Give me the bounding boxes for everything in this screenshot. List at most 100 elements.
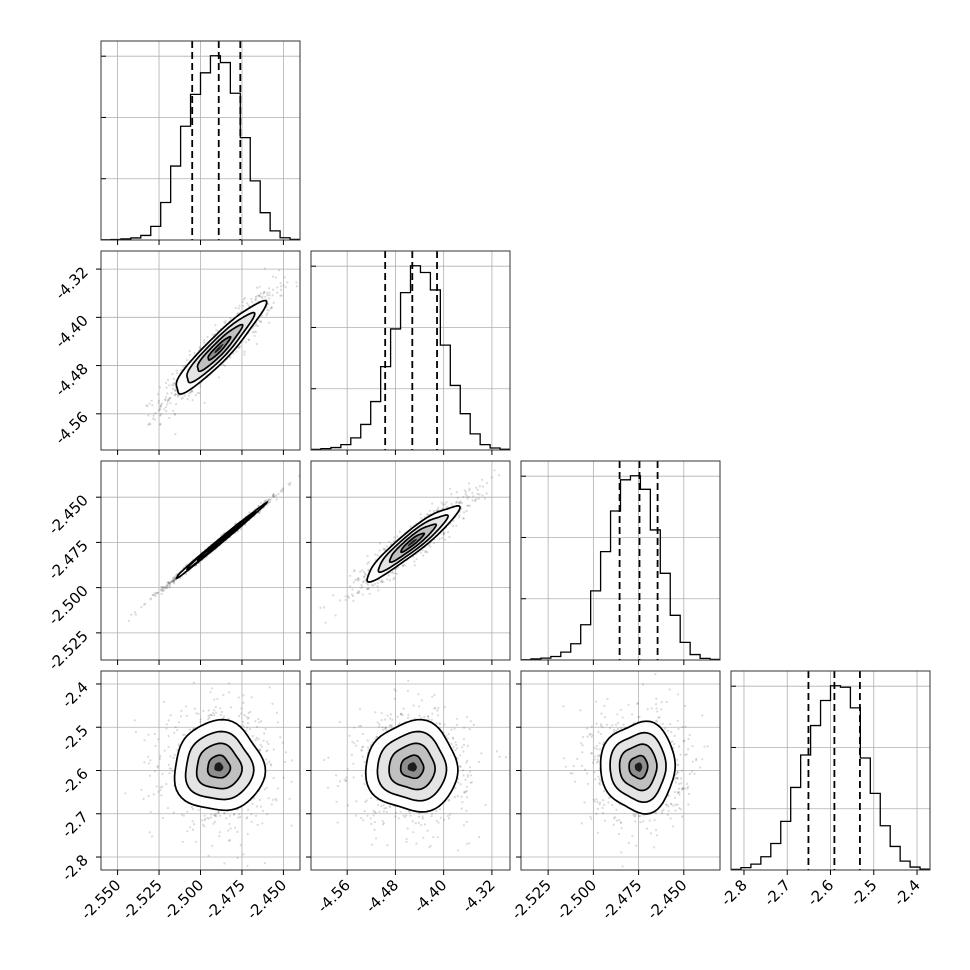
sample-point — [185, 563, 188, 566]
sample-point — [407, 713, 410, 716]
sample-point — [149, 759, 152, 762]
sample-point — [254, 298, 257, 301]
sample-point — [199, 346, 202, 350]
sample-point — [398, 722, 401, 725]
sample-point — [174, 389, 177, 392]
contour-line — [207, 335, 232, 361]
sample-point — [159, 413, 163, 416]
sample-point — [465, 789, 468, 793]
sample-point — [248, 728, 252, 731]
sample-point — [452, 737, 455, 740]
sample-point — [456, 795, 459, 798]
sample-point — [667, 794, 670, 797]
sample-point — [682, 787, 685, 790]
sample-point — [250, 696, 253, 699]
sample-point — [462, 495, 465, 498]
sample-point — [172, 579, 175, 582]
sample-point — [436, 836, 439, 839]
sample-point — [364, 800, 367, 804]
sample-point — [440, 501, 443, 504]
sample-point — [176, 395, 179, 398]
sample-point — [660, 701, 663, 704]
sample-point — [600, 712, 603, 715]
sample-point — [459, 500, 462, 503]
sample-point — [396, 715, 399, 718]
sample-point — [336, 784, 339, 788]
sample-point — [259, 749, 262, 752]
sample-point — [142, 603, 146, 606]
sample-point — [266, 499, 269, 502]
sample-point — [239, 844, 242, 847]
sample-point — [156, 591, 159, 595]
sample-point — [169, 581, 172, 584]
sample-point — [586, 735, 589, 738]
sample-point — [262, 739, 265, 742]
sample-point — [276, 286, 279, 289]
sample-point — [463, 511, 466, 514]
density-frame — [310, 460, 511, 661]
sample-point — [383, 547, 386, 550]
sample-point — [152, 417, 155, 420]
sample-point — [395, 811, 398, 814]
sample-point — [443, 706, 446, 709]
sample-point — [477, 760, 480, 764]
sample-point — [154, 770, 157, 773]
sample-point — [385, 810, 388, 814]
sample-point — [686, 785, 690, 789]
sample-point — [657, 716, 660, 719]
sample-point — [206, 816, 209, 820]
sample-point — [612, 731, 616, 734]
sample-point — [597, 760, 600, 763]
sample-point — [190, 390, 193, 393]
sample-point — [199, 720, 202, 723]
sample-point — [462, 743, 466, 747]
sample-point — [684, 725, 687, 728]
sample-point — [173, 731, 176, 735]
sample-point — [214, 814, 217, 817]
sample-point — [393, 536, 396, 539]
sample-point — [691, 770, 694, 773]
sample-point — [163, 586, 166, 589]
sample-point — [182, 733, 185, 737]
sample-point — [169, 396, 172, 399]
sample-point — [388, 724, 391, 728]
sample-point — [407, 810, 410, 813]
sample-point — [351, 740, 354, 743]
sample-point — [188, 392, 191, 395]
sample-point — [233, 826, 237, 829]
sample-point — [159, 405, 162, 408]
sample-point — [246, 816, 249, 819]
sample-point — [466, 497, 469, 500]
sample-point — [174, 575, 177, 578]
sample-point — [276, 787, 280, 790]
sample-point — [654, 673, 657, 676]
sample-point — [449, 522, 452, 525]
sample-point — [238, 813, 241, 816]
sample-point — [164, 381, 168, 385]
sample-point — [143, 739, 146, 742]
sample-point — [177, 721, 181, 724]
sample-point — [596, 748, 599, 751]
sample-point — [593, 800, 597, 803]
sample-point — [486, 481, 489, 485]
sample-point — [431, 502, 434, 505]
sample-point — [367, 587, 370, 590]
sample-point — [455, 500, 458, 503]
sample-point — [481, 485, 484, 488]
sample-point — [435, 722, 438, 725]
sample-point — [207, 854, 210, 857]
sample-point — [247, 338, 251, 342]
sample-point — [678, 745, 681, 748]
sample-point — [360, 748, 363, 751]
sample-point — [165, 727, 168, 730]
sample-point — [675, 772, 678, 776]
sample-point — [445, 505, 448, 509]
sample-point — [268, 498, 271, 501]
sample-point — [483, 497, 487, 500]
sample-point — [201, 823, 205, 826]
sample-point — [271, 275, 274, 278]
sample-point — [462, 769, 465, 772]
sample-point — [246, 722, 250, 725]
sample-point — [398, 530, 401, 533]
sample-point — [655, 720, 658, 723]
